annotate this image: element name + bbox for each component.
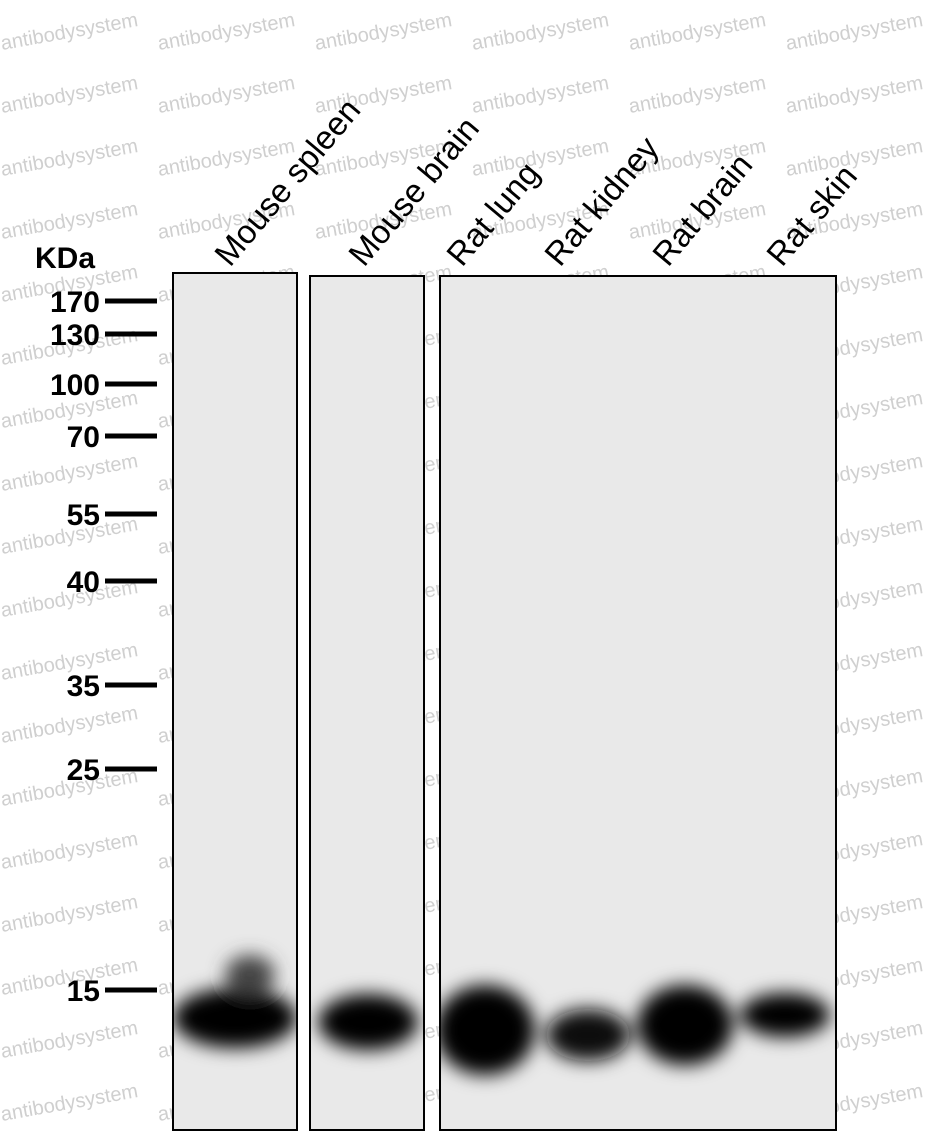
marker-label: 70 [67, 421, 100, 454]
blot-panel [309, 275, 425, 1131]
watermark: antibodysystem [0, 702, 140, 748]
watermark: antibodysystem [0, 9, 140, 55]
watermark: antibodysystem [0, 1017, 140, 1063]
marker-label: 15 [67, 975, 100, 1008]
watermark: antibodysystem [313, 9, 454, 55]
panel-border [309, 275, 425, 1131]
watermark: antibodysystem [470, 9, 611, 55]
panel-border [439, 275, 837, 1131]
watermark: antibodysystem [0, 1080, 140, 1126]
watermark: antibodysystem [784, 72, 925, 118]
watermark: antibodysystem [0, 450, 140, 496]
band-smear [225, 955, 275, 995]
watermark: antibodysystem [0, 135, 140, 181]
unit-label: KDa [35, 242, 95, 275]
band [318, 994, 418, 1050]
watermark: antibodysystem [156, 72, 297, 118]
marker-label: 130 [50, 319, 100, 352]
band [637, 985, 733, 1065]
marker-label: 100 [50, 369, 100, 402]
watermark: antibodysystem [156, 9, 297, 55]
bands [318, 994, 418, 1050]
blot-panel [439, 275, 837, 1131]
marker-label: 40 [67, 566, 100, 599]
watermark: antibodysystem [627, 72, 768, 118]
marker-label: 55 [67, 499, 100, 532]
watermark: antibodysystem [470, 72, 611, 118]
watermark: antibodysystem [0, 198, 140, 244]
watermark: antibodysystem [627, 9, 768, 55]
marker-label: 170 [50, 286, 100, 319]
watermark: antibodysystem [784, 9, 925, 55]
watermark: antibodysystem [0, 891, 140, 937]
band [740, 993, 830, 1037]
bands [174, 955, 296, 1048]
marker-label: 25 [67, 754, 100, 787]
marker-label: 35 [67, 670, 100, 703]
watermark: antibodysystem [0, 72, 140, 118]
band [546, 1009, 630, 1061]
band [441, 985, 535, 1075]
panel-border [172, 272, 298, 1131]
band [174, 988, 296, 1048]
watermark: antibodysystem [0, 828, 140, 874]
bands [441, 985, 830, 1075]
